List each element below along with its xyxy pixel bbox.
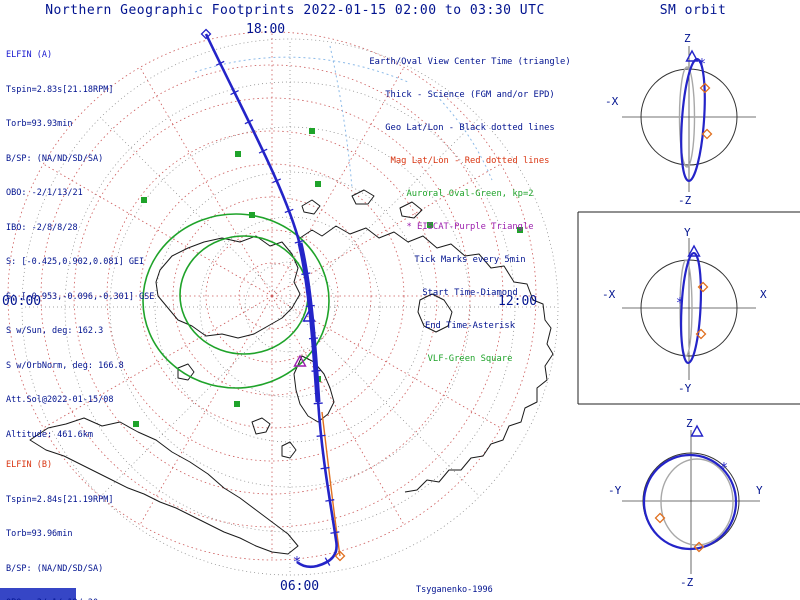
elfin-a-line: Torb=93.93min — [6, 119, 73, 129]
elfin-a-info: ELFIN (A) Tspin=2.83s[21.18RPM] Torb=93.… — [6, 27, 154, 464]
orbit2-axis-top: Y — [684, 226, 691, 239]
map-grid — [7, 31, 559, 576]
elfin-b-line: Tspin=2.84s[21.19RPM] — [6, 494, 114, 505]
elfin-a-name: ELFIN (A) — [6, 50, 53, 60]
orbit1-axis-left: -X — [605, 95, 619, 108]
plot-footer: Tsyganenko-1996 Created: Fri Jan 13 17:4… — [416, 558, 585, 600]
legend-line: * EISCAT-Purple Triangle — [406, 222, 534, 232]
model-label: Tsyganenko-1996 — [416, 585, 493, 595]
elfin-a-line: S: [-0.425,0.902,0.081] GEI — [6, 257, 145, 267]
legend-line: Earth/Oval View Center Time (triangle) — [369, 57, 571, 67]
legend-line: End Time-Asterisk — [424, 321, 516, 331]
orbit-plot-xy — [622, 238, 756, 380]
svg-text:*: * — [720, 461, 728, 477]
time-label-00: 00:00 — [2, 294, 42, 309]
elfinA-track-science — [297, 242, 321, 403]
orbit1-axis-top: Z — [684, 32, 691, 45]
orbit-plot-xz — [622, 46, 756, 192]
legend-line: Thick - Science (FGM and/or EPD) — [385, 90, 555, 100]
elfin-a-line: Altitude: 461.6km — [6, 429, 93, 440]
elfin-a-line: Att.Sol@2022-01-15/08 — [6, 395, 114, 405]
orbit3-axis-bottom: -Z — [680, 576, 694, 589]
elfin-a-line: S w/OrbNorm, deg: 166.8 — [6, 360, 124, 371]
orbit2-axis-left: -X — [602, 288, 616, 301]
orbit3-axis-top: Z — [686, 417, 693, 430]
auroral-oval — [142, 213, 330, 389]
elfin-b-line: OBO: -3/-1/-19/-20 — [6, 598, 149, 600]
time-label-06: 06:00 — [280, 579, 320, 594]
legend-line: Geo Lat/Lon - Black dotted lines — [385, 123, 555, 133]
track-markers: * — [200, 28, 346, 571]
elfin-a-line: B/SP: (NA/ND/SD/SA) — [6, 153, 104, 164]
legend-line: Tick Marks every 5min — [414, 255, 526, 265]
sm-orbit-title: SM orbit — [659, 3, 727, 18]
legend-line: Auroral Oval-Green, kp=2 — [406, 189, 534, 199]
legend-line: Start Time-Diamond — [422, 288, 518, 298]
elfinB-track — [321, 411, 341, 557]
elfin-b-line: Torb=93.96min — [6, 529, 73, 539]
orbit2-axis-bottom: -Y — [678, 382, 692, 395]
orbit-markers: * * * — [654, 49, 728, 553]
svg-text:*: * — [293, 555, 301, 571]
legend-line: Mag Lat/Lon - Red dotted lines — [390, 156, 550, 166]
elfin-a-line: OBO: -2/1/13/21 — [6, 188, 83, 198]
orbit-plot-yz — [622, 430, 760, 574]
orbit1-axis-bottom: -Z — [678, 194, 692, 207]
panel-dividers — [577, 211, 800, 405]
time-label-12: 12:00 — [498, 294, 538, 309]
page-title: Northern Geographic Footprints 2022-01-1… — [45, 3, 545, 18]
elfin-a-line: S w/Sun, deg: 162.3 — [6, 326, 104, 336]
elfin-a-line: Tspin=2.83s[21.18RPM] — [6, 84, 114, 95]
svg-text:*: * — [698, 57, 706, 73]
orbit3-axis-left: -Y — [608, 484, 622, 497]
orbit2-axis-right: X — [760, 288, 767, 301]
legend-line: VLF-Green Square — [427, 354, 513, 364]
map-legend: Earth/Oval View Center Time (triangle) T… — [358, 35, 582, 387]
orbit3-axis-right: Y — [756, 484, 763, 497]
elfin-b-info: ELFIN (B) Tspin=2.84s[21.19RPM] Torb=93.… — [6, 437, 149, 600]
elfinA-track — [204, 33, 338, 569]
elfin-a-line: S: [-0.953,-0.096,-0.301] GSE — [6, 291, 155, 302]
elfin-b-line: B/SP: (NA/ND/SD/SA) — [6, 563, 104, 574]
vlf-squares — [133, 128, 523, 427]
elfin-a-line: IBO: -2/8/8/28 — [6, 222, 78, 233]
time-label-18: 18:00 — [246, 22, 286, 37]
bottom-left-bar — [0, 588, 76, 600]
svg-text:*: * — [676, 296, 684, 312]
elfin-b-name: ELFIN (B) — [6, 460, 53, 470]
